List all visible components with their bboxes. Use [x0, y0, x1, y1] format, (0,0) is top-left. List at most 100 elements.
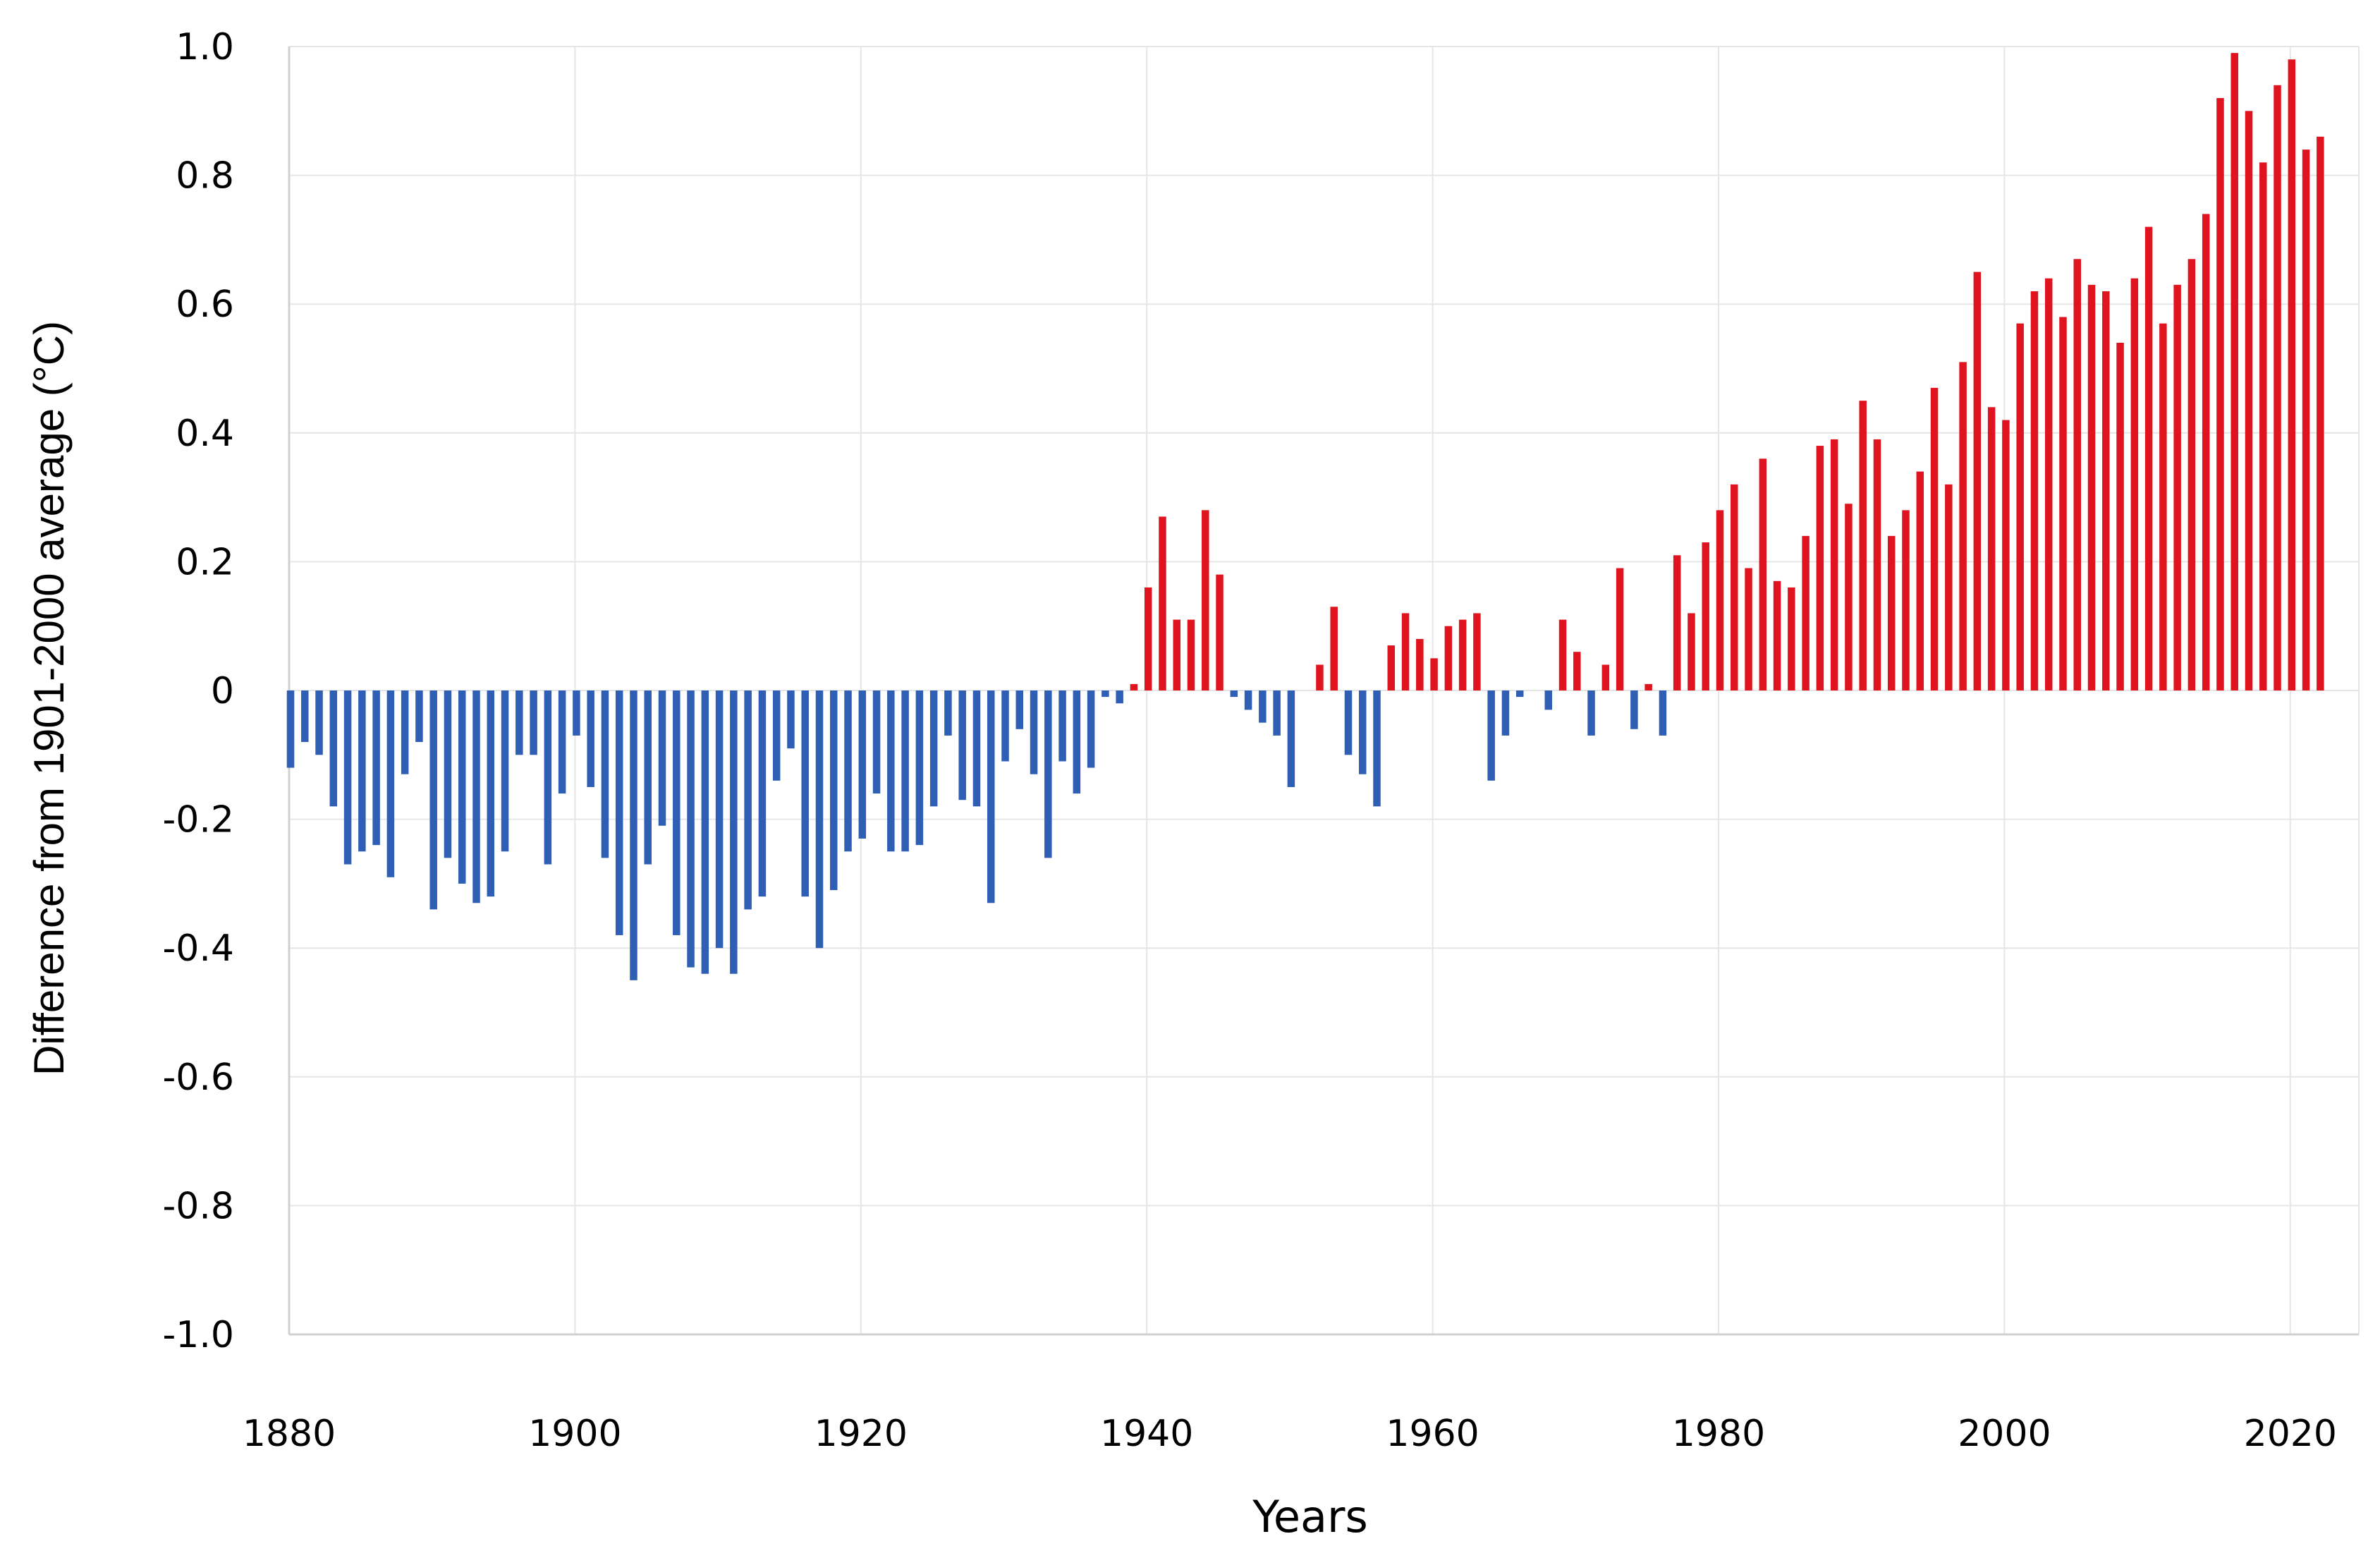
y-tick-label: -0.2 [163, 799, 234, 841]
bar-1955 [1359, 690, 1367, 774]
bar-2008 [2116, 342, 2124, 690]
bar-1891 [444, 690, 452, 858]
bar-1894 [487, 690, 495, 897]
bar-1920 [858, 690, 867, 839]
bar-1976 [1659, 690, 1667, 736]
bar-1886 [372, 690, 380, 846]
bar-1890 [429, 690, 437, 910]
bar-2011 [2159, 323, 2167, 691]
bar-1953 [1330, 607, 1338, 690]
bar-1914 [772, 690, 781, 781]
bar-1994 [1916, 471, 1924, 690]
x-tick-label: 1940 [1100, 1413, 1193, 1455]
bar-1985 [1788, 587, 1795, 690]
bar-1997 [1959, 362, 1967, 690]
x-tick-label: 2020 [2244, 1413, 2337, 1455]
bar-1905 [644, 690, 652, 865]
bar-1892 [458, 690, 466, 884]
bar-1991 [1873, 439, 1881, 690]
bar-1957 [1387, 645, 1396, 690]
bar-2020 [2288, 59, 2296, 690]
bar-1956 [1373, 690, 1381, 807]
x-tick-label: 1900 [528, 1413, 621, 1455]
bar-1889 [415, 690, 423, 743]
x-tick-labels: 1880 1900 1920 1940 1960 1980 2000 2020 [243, 1413, 2337, 1455]
y-tick-labels: 1.0 0.8 0.6 0.4 0.2 0 -0.2 -0.4 -0.6 -0.8 -1.0 [163, 26, 234, 1356]
bar-2018 [2259, 162, 2267, 691]
bar-1964 [1487, 690, 1495, 781]
y-tick-label: -0.8 [163, 1185, 234, 1227]
x-tick-label: 1880 [243, 1413, 336, 1455]
bar-2014 [2202, 214, 2210, 690]
bar-2021 [2302, 150, 2310, 690]
bar-2017 [2245, 111, 2253, 691]
bar-2003 [2044, 278, 2053, 690]
y-tick-label: -1.0 [163, 1314, 234, 1356]
bar-1937 [1101, 690, 1109, 698]
bar-1887 [386, 690, 395, 877]
bar-1978 [1688, 613, 1695, 690]
y-tick-label: 0.4 [176, 413, 234, 455]
bar-1901 [587, 690, 594, 787]
bar-1969 [1558, 619, 1567, 690]
bar-1959 [1416, 638, 1424, 690]
bar-1990 [1859, 401, 1867, 690]
bar-1918 [830, 690, 838, 891]
bar-1996 [1945, 484, 1953, 690]
bar-1899 [558, 690, 566, 794]
bar-1898 [544, 690, 552, 865]
bar-1909 [701, 690, 709, 974]
bar-1947 [1244, 690, 1252, 710]
bar-1928 [972, 690, 981, 807]
x-tick-label: 1960 [1386, 1413, 1479, 1455]
bar-1972 [1601, 664, 1610, 690]
bar-1952 [1316, 664, 1324, 690]
bar-1938 [1116, 690, 1123, 704]
bar-2016 [2231, 53, 2238, 690]
bar-1984 [1773, 580, 1781, 690]
bar-1911 [730, 690, 738, 974]
bar-1987 [1816, 446, 1824, 690]
bar-1895 [501, 690, 509, 852]
y-axis-title: Difference from 1901-2000 average (°C) [25, 321, 73, 1076]
bar-1945 [1216, 574, 1223, 690]
bar-1983 [1759, 458, 1767, 690]
x-tick-label: 1920 [814, 1413, 908, 1455]
bar-1884 [343, 690, 352, 865]
bar-1936 [1087, 690, 1095, 768]
bar-1906 [658, 690, 666, 826]
bar-1896 [515, 690, 523, 755]
bar-1931 [1015, 690, 1024, 729]
bar-1921 [872, 690, 881, 794]
bar-1882 [315, 690, 323, 755]
bar-1912 [744, 690, 752, 910]
bar-1973 [1616, 568, 1624, 690]
bar-1941 [1159, 516, 1166, 690]
bar-1992 [1887, 535, 1896, 690]
bar-1923 [901, 690, 909, 852]
bar-2004 [2059, 317, 2067, 691]
x-axis-title: Years [1252, 1491, 1368, 1542]
bar-1916 [801, 690, 809, 897]
bar-1935 [1073, 690, 1081, 794]
bar-1962 [1458, 619, 1467, 690]
bar-1966 [1515, 690, 1524, 698]
bar-1942 [1173, 619, 1180, 690]
bar-1970 [1573, 652, 1581, 690]
bar-2019 [2274, 85, 2281, 690]
bar-1932 [1030, 690, 1038, 774]
bar-2012 [2173, 284, 2181, 690]
bar-1950 [1287, 690, 1295, 787]
bar-1999 [1987, 407, 1996, 690]
bar-2009 [2130, 278, 2139, 690]
bar-1960 [1430, 658, 1438, 690]
bar-1958 [1401, 613, 1410, 690]
y-tick-label: 0 [211, 670, 234, 712]
bar-1974 [1630, 690, 1638, 729]
bar-1903 [615, 690, 623, 935]
bar-1929 [987, 690, 995, 903]
x-tick-label: 1980 [1672, 1413, 1765, 1455]
bar-1900 [573, 690, 580, 736]
